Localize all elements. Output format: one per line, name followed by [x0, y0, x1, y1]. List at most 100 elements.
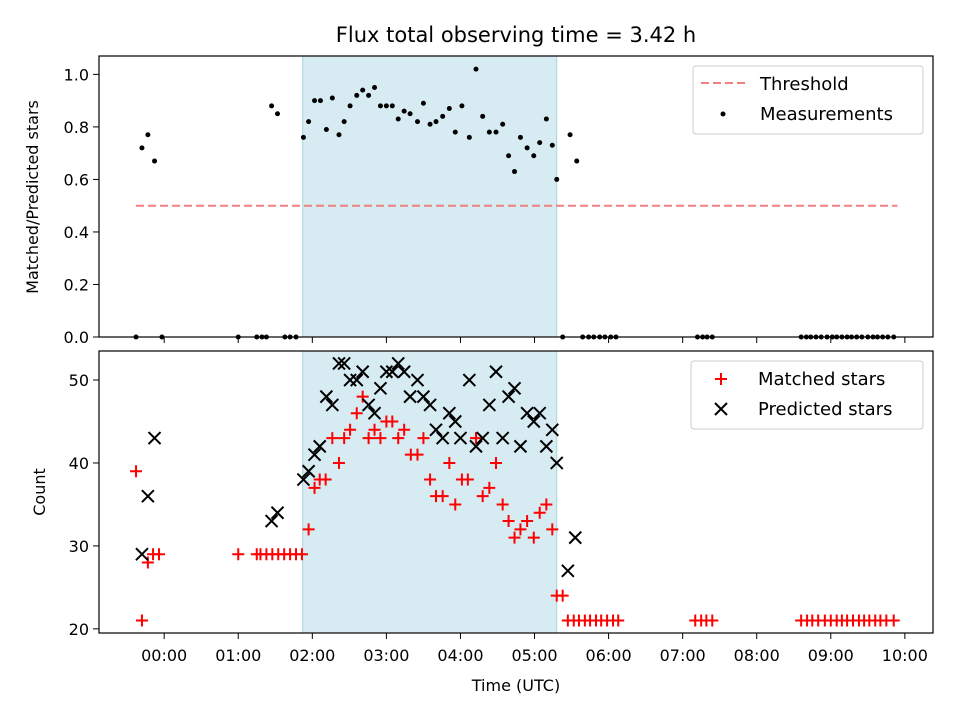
x-tick-label: 08:00 [734, 646, 780, 665]
predicted-star-point [355, 365, 370, 379]
predicted-star-point [350, 373, 364, 387]
top-legend: Threshold Measurements [692, 65, 924, 135]
bottom-shaded-interval [302, 350, 558, 634]
matched-star-point [392, 432, 405, 445]
measurement-point [366, 92, 372, 98]
measurement-point [524, 145, 530, 151]
predicted-star-point [135, 547, 149, 561]
top-y-tick-label: 0.8 [64, 118, 89, 137]
matched-star-point [533, 506, 546, 519]
predicted-star-point [416, 389, 431, 404]
predicted-star-point [385, 365, 400, 379]
measurement-point [427, 121, 433, 127]
predicted-star-point [337, 356, 351, 371]
matched-star-point [350, 407, 363, 420]
matched-star-point [386, 415, 399, 428]
matched-star-point [612, 614, 625, 627]
predicted-star-point [469, 439, 483, 454]
measurement-point [554, 176, 560, 182]
top-y-tick-label: 0.6 [64, 170, 89, 189]
matched-star-point [141, 556, 154, 569]
top-legend-frame [692, 65, 924, 135]
predicted-star-point [373, 381, 388, 396]
predicted-star-point [361, 398, 376, 412]
matched-star-point [706, 614, 719, 627]
matched-star-point [302, 523, 315, 536]
measurement-point [360, 87, 366, 93]
predicted-star-point [332, 356, 346, 371]
matched-star-point [449, 498, 462, 511]
measurement-point [517, 134, 523, 140]
predicted-star-point [319, 389, 334, 404]
top-y-tick-label: 1.0 [64, 65, 89, 84]
x-tick-label: 01:00 [215, 646, 261, 665]
x-tick-label: 00:00 [141, 646, 187, 665]
top-y-axis: 0.0 0.2 0.4 0.6 0.8 1.0 [64, 65, 99, 347]
measurement-point [152, 158, 158, 164]
predicted-star-point [397, 365, 411, 379]
measurement-point [312, 98, 318, 104]
bottom-y-tick-label: 30 [69, 537, 89, 556]
measurement-point [420, 100, 426, 106]
bottom-y-axis: 20 30 40 50 [69, 371, 99, 639]
bottom-legend-frame [690, 360, 924, 430]
measurement-point [401, 108, 407, 114]
matched-star-point [362, 432, 375, 445]
legend-predicted-label: Predicted stars [758, 399, 892, 420]
legend-measurements-swatch [720, 111, 726, 117]
measurement-point [323, 127, 329, 133]
predicted-star-point [429, 423, 443, 437]
matched-star-point [461, 473, 474, 486]
x-tick-label: 07:00 [660, 646, 706, 665]
measurement-point [407, 111, 413, 117]
measurement-point [466, 134, 472, 140]
measurement-point [440, 113, 446, 119]
measurement-point [433, 119, 439, 125]
chart-title: Flux total observing time = 3.42 h [336, 23, 696, 47]
measurement-point [493, 129, 499, 135]
predicted-star-point [403, 389, 417, 404]
top-plot-frame [98, 55, 934, 338]
measurement-point [377, 103, 383, 109]
measurement-point [383, 103, 389, 109]
matched-star-point [308, 481, 321, 494]
measurement-point [452, 129, 458, 135]
predicted-star-point [147, 431, 162, 445]
predicted-star-point [264, 514, 279, 528]
predicted-star-point [550, 456, 564, 470]
top-y-tick-label: 0.4 [64, 223, 89, 242]
x-tick-label: 03:00 [363, 646, 409, 665]
measurement-point [354, 92, 360, 98]
matched-star-point [470, 432, 483, 445]
top-y-tick-label: 0.2 [64, 275, 89, 294]
measurement-point [480, 113, 486, 119]
measurement-point [341, 119, 347, 125]
matched-star-point [368, 423, 381, 436]
predicted-star-point [475, 431, 490, 445]
measurement-point [300, 134, 306, 140]
x-tick-label: 05:00 [511, 646, 557, 665]
matched-star-point [514, 523, 527, 536]
measurement-point [275, 111, 281, 117]
legend-predicted-swatch [714, 402, 728, 416]
predicted-star-point [391, 356, 405, 371]
legend-threshold-label: Threshold [759, 74, 849, 95]
predicted-star-point [313, 439, 327, 454]
bottom-plot-frame [98, 350, 934, 634]
top-plot-marks [133, 66, 898, 340]
top-y-tick-label: 0.0 [64, 328, 89, 347]
matched-star-point [356, 390, 369, 403]
measurement-point [414, 119, 420, 125]
predicted-star-point [423, 398, 437, 412]
matched-star-point [338, 432, 351, 445]
matched-star-point [411, 448, 424, 461]
predicted-star-point [507, 381, 522, 396]
bottom-y-tick-label: 20 [69, 620, 89, 639]
matched-star-point [135, 614, 148, 627]
measurement-point [506, 153, 512, 159]
predicted-star-point [527, 414, 541, 429]
measurement-point [549, 142, 555, 148]
x-tick-label: 06:00 [586, 646, 632, 665]
measurement-point [446, 106, 452, 112]
